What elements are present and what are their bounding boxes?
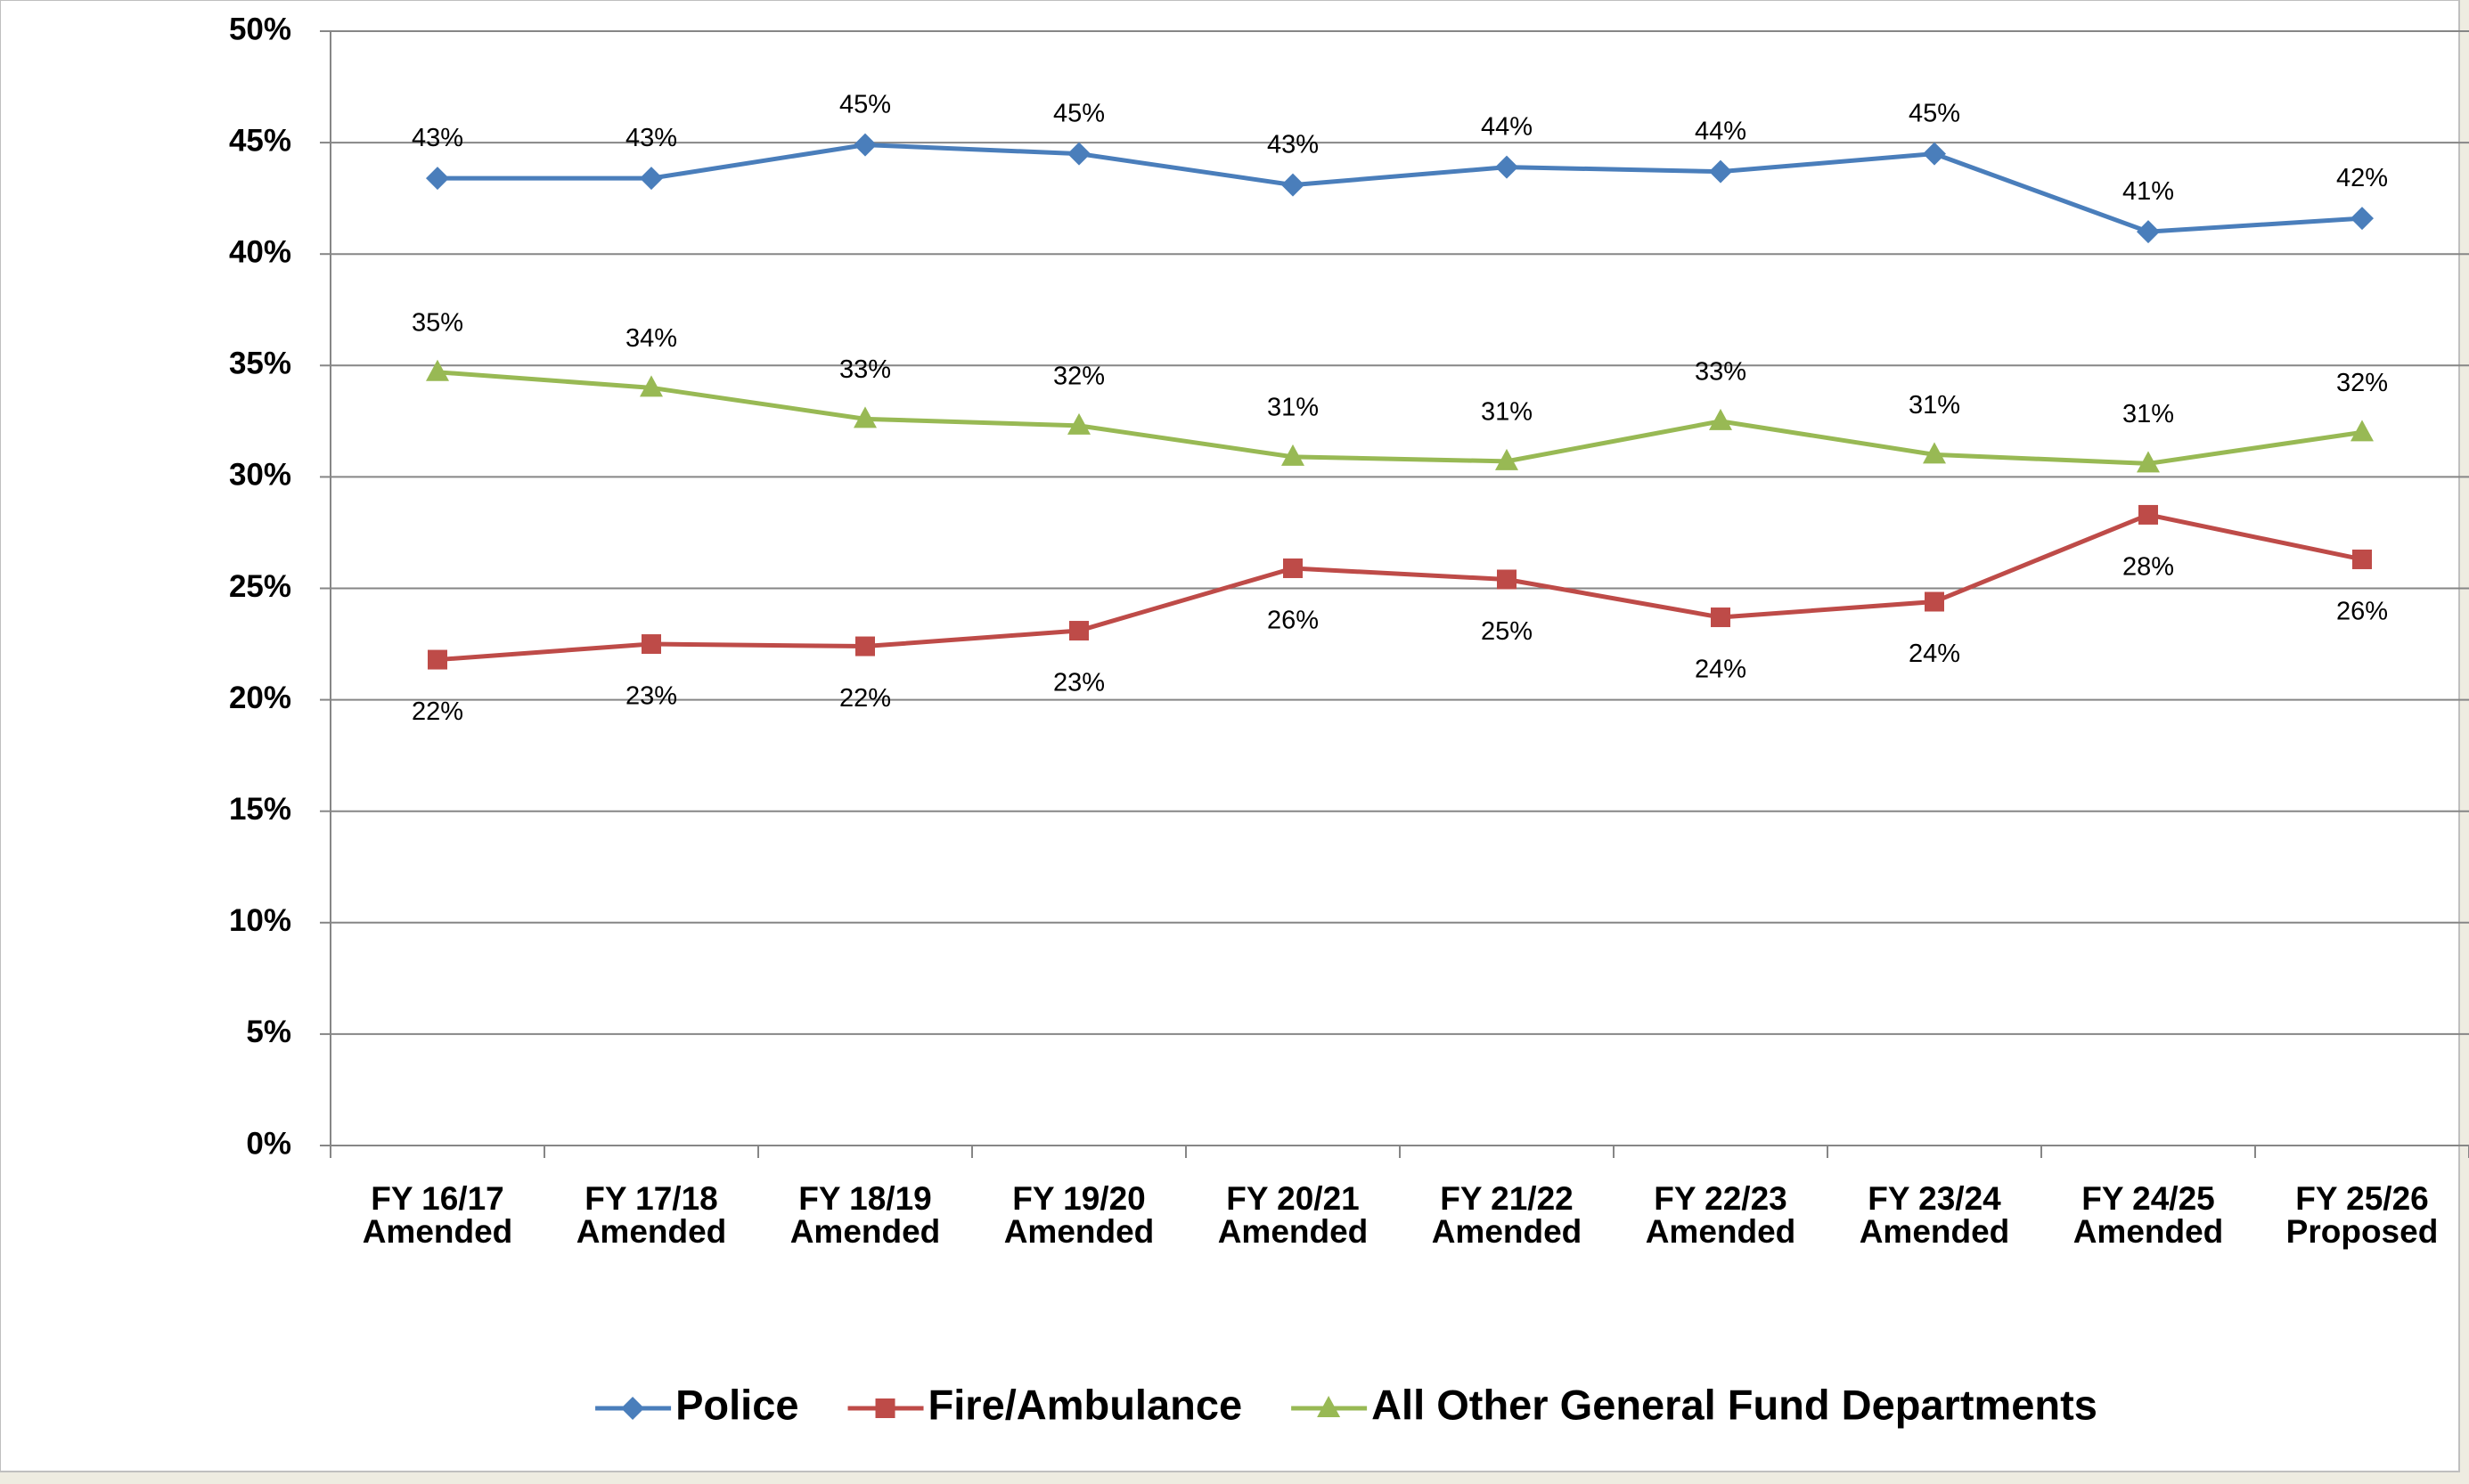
marker	[642, 634, 661, 655]
marker	[875, 1398, 895, 1418]
marker	[428, 649, 447, 670]
marker	[2138, 504, 2158, 525]
x-tick-label: FY 18/19 Amended	[790, 1180, 941, 1250]
x-tick-label: FY 22/23 Amended	[1646, 1180, 1796, 1250]
x-tick-label: FY 17/18 Amended	[576, 1180, 727, 1250]
data-label: 45%	[1053, 99, 1105, 127]
marker	[426, 359, 449, 381]
data-label: 31%	[1909, 391, 1960, 420]
legend-label: All Other General Fund Departments	[1371, 1381, 2097, 1428]
marker	[1067, 142, 1091, 166]
legend-label: Police	[675, 1381, 798, 1428]
marker	[2137, 220, 2160, 244]
data-label: 26%	[1267, 607, 1319, 635]
x-tick-label: FY 16/17 Amended	[363, 1180, 513, 1250]
marker	[1283, 558, 1303, 578]
data-label: 31%	[2122, 400, 2174, 428]
y-tick-label: 0%	[246, 1126, 291, 1161]
x-tick-label: FY 21/22 Amended	[1432, 1180, 1582, 1250]
marker	[1281, 173, 1304, 197]
data-label: 44%	[1481, 112, 1533, 141]
data-label: 33%	[839, 355, 891, 384]
marker	[1317, 1396, 1341, 1417]
marker	[1923, 142, 1946, 166]
marker	[640, 375, 663, 397]
marker	[1495, 448, 1518, 470]
marker	[640, 167, 663, 191]
data-label: 44%	[1695, 117, 1746, 145]
marker	[1497, 569, 1517, 590]
y-tick-label: 20%	[229, 681, 291, 715]
marker	[621, 1397, 645, 1420]
marker	[855, 636, 875, 656]
y-tick-label: 40%	[229, 234, 291, 269]
x-tick-label: FY 23/24 Amended	[1860, 1180, 2010, 1250]
y-tick-label: 5%	[246, 1015, 291, 1049]
marker	[1711, 607, 1730, 628]
marker	[1709, 159, 1732, 183]
data-label: 22%	[412, 697, 463, 726]
marker	[2350, 207, 2374, 231]
legend-item: Police	[595, 1381, 799, 1428]
marker	[1709, 408, 1732, 430]
series-line	[437, 512, 2363, 663]
y-tick-label: 50%	[229, 12, 291, 46]
marker	[1495, 155, 1518, 179]
marker	[1067, 412, 1091, 435]
x-tick-label: FY 19/20 Amended	[1004, 1180, 1155, 1250]
y-tick-label: 10%	[229, 903, 291, 938]
data-label: 43%	[412, 124, 463, 152]
y-tick-label: 25%	[229, 569, 291, 604]
legend-item: All Other General Fund Departments	[1291, 1381, 2097, 1428]
data-label: 33%	[1695, 358, 1746, 387]
data-label: 43%	[1267, 130, 1319, 159]
marker	[854, 133, 877, 157]
marker	[2352, 549, 2372, 569]
data-label: 26%	[2336, 598, 2388, 626]
y-tick-label: 45%	[229, 123, 291, 158]
data-label: 32%	[2336, 369, 2388, 397]
data-label: 32%	[1053, 363, 1105, 391]
x-tick-label: FY 20/21 Amended	[1218, 1180, 1369, 1250]
data-label: 23%	[1053, 669, 1105, 697]
marker	[1925, 591, 1944, 612]
data-label: 23%	[625, 682, 677, 711]
data-label: 28%	[2122, 553, 2174, 582]
data-label: 42%	[2336, 164, 2388, 192]
data-label: 43%	[625, 124, 677, 152]
marker	[426, 167, 449, 191]
data-label: 31%	[1481, 398, 1533, 427]
y-tick-label: 35%	[229, 347, 291, 381]
y-tick-label: 15%	[229, 792, 291, 827]
marker	[1923, 442, 1946, 464]
legend-item: Fire/Ambulance	[847, 1381, 1243, 1428]
data-label: 25%	[1481, 617, 1533, 646]
marker	[1069, 621, 1089, 641]
data-label: 45%	[839, 90, 891, 118]
marker	[2350, 420, 2374, 442]
y-tick-label: 30%	[229, 458, 291, 493]
x-tick-label: FY 25/26 Proposed	[2286, 1180, 2439, 1250]
marker	[854, 406, 877, 428]
series-line	[437, 143, 2363, 234]
data-label: 31%	[1267, 394, 1319, 422]
data-label: 35%	[412, 308, 463, 337]
data-label: 22%	[839, 684, 891, 713]
legend-label: Fire/Ambulance	[928, 1381, 1243, 1428]
marker	[1281, 444, 1304, 466]
data-label: 45%	[1909, 99, 1960, 127]
data-label: 34%	[625, 324, 677, 353]
marker	[2137, 451, 2160, 473]
data-label: 24%	[1695, 656, 1746, 684]
x-tick-label: FY 24/25 Amended	[2073, 1180, 2224, 1250]
series-line	[437, 370, 2363, 466]
data-label: 24%	[1909, 640, 1960, 668]
data-label: 41%	[2122, 177, 2174, 206]
